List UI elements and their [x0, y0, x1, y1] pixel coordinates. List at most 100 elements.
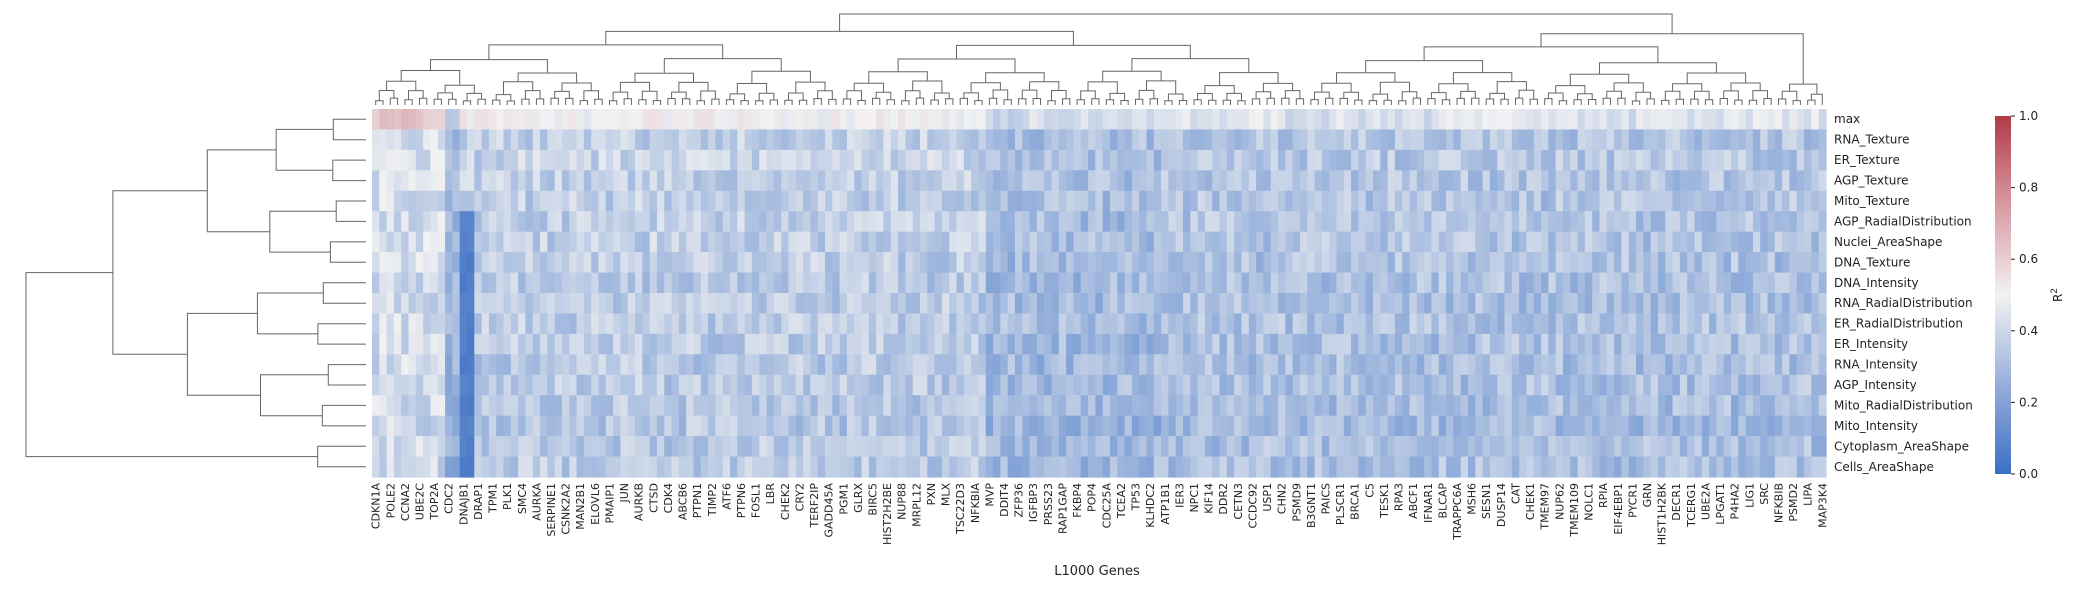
heatmap-cell	[1731, 190, 1739, 212]
heatmap-cell	[635, 456, 643, 478]
heatmap-cell	[671, 170, 680, 192]
column-label: POP4	[1086, 483, 1099, 512]
heatmap-cell	[898, 211, 906, 233]
heatmap-cell	[1511, 354, 1520, 376]
heatmap-cell	[671, 109, 680, 131]
heatmap-cell	[1219, 436, 1228, 458]
heatmap-cell	[1131, 333, 1140, 355]
heatmap-cell	[1402, 129, 1411, 151]
heatmap-cell	[1453, 354, 1462, 376]
heatmap-cell	[1497, 149, 1506, 171]
heatmap-cell	[1438, 333, 1447, 355]
dendrogram-link	[1529, 98, 1538, 105]
heatmap-cell	[496, 456, 505, 478]
heatmap-cell	[693, 252, 702, 274]
heatmap-cell	[1146, 374, 1155, 396]
heatmap-cell	[1679, 272, 1688, 294]
heatmap-cell	[971, 374, 980, 396]
heatmap-cell	[1329, 456, 1338, 478]
heatmap-cell	[1782, 395, 1791, 417]
heatmap-cell	[540, 456, 548, 478]
heatmap-cell	[1292, 211, 1301, 233]
heatmap-cell	[1161, 415, 1170, 437]
heatmap-cell	[854, 129, 863, 151]
heatmap-cell	[1117, 374, 1126, 396]
heatmap-cell	[459, 252, 468, 274]
dendrogram-link	[495, 94, 512, 101]
heatmap-cell	[1804, 415, 1812, 437]
dendrogram-link	[853, 82, 884, 93]
heatmap-cell	[898, 149, 906, 171]
heatmap-cell	[1504, 129, 1513, 151]
heatmap-cell	[1577, 109, 1586, 131]
heatmap-cell	[1080, 170, 1089, 192]
heatmap-cell	[1614, 354, 1623, 376]
heatmap-cell	[664, 313, 673, 335]
heatmap-cell	[1818, 374, 1827, 396]
heatmap-cell	[1088, 456, 1096, 478]
heatmap-cell	[1599, 231, 1608, 253]
heatmap-cell	[1665, 333, 1674, 355]
heatmap-cell	[854, 456, 863, 478]
heatmap-cell	[1504, 231, 1513, 253]
heatmap-cell	[583, 109, 592, 131]
heatmap-cell	[1562, 293, 1571, 315]
heatmap-cell	[437, 149, 446, 171]
heatmap-cell	[949, 436, 958, 458]
heatmap-cell	[1767, 293, 1776, 315]
heatmap-cell	[1482, 231, 1491, 253]
heatmap-cell	[890, 374, 899, 396]
heatmap-cell	[1329, 374, 1338, 396]
heatmap-cell	[1731, 313, 1739, 335]
heatmap-cell	[1541, 415, 1549, 437]
heatmap-cell	[1402, 109, 1411, 131]
heatmap-cell	[978, 129, 987, 151]
heatmap-cell	[817, 190, 826, 212]
heatmap-cell	[1336, 211, 1345, 233]
heatmap-cell	[993, 149, 1001, 171]
heatmap-cell	[1804, 354, 1812, 376]
heatmap-cell	[1102, 231, 1111, 253]
heatmap-cell	[591, 293, 600, 315]
heatmap-cell	[1204, 190, 1213, 212]
heatmap-cell	[1358, 231, 1367, 253]
heatmap-cell	[919, 129, 928, 151]
heatmap-cell	[1796, 109, 1805, 131]
heatmap-cell	[1204, 456, 1213, 478]
heatmap-cell	[773, 293, 782, 315]
heatmap-cell	[1636, 456, 1644, 478]
heatmap-cell	[1197, 211, 1206, 233]
heatmap-cell	[598, 436, 607, 458]
heatmap-cell	[1256, 149, 1264, 171]
heatmap-cell	[1146, 129, 1155, 151]
heatmap-cell	[415, 190, 424, 212]
column-label: DDR2	[1217, 483, 1230, 515]
heatmap-cell	[1438, 272, 1447, 294]
heatmap-cell	[1014, 354, 1023, 376]
heatmap-cell	[1022, 354, 1031, 376]
heatmap-cell	[1124, 190, 1133, 212]
heatmap-cell	[1584, 231, 1593, 253]
heatmap-cell	[1007, 149, 1016, 171]
heatmap-cell	[1343, 395, 1352, 417]
heatmap-cell	[919, 313, 928, 335]
heatmap-cell	[1007, 415, 1016, 437]
heatmap-cell	[876, 333, 885, 355]
heatmap-cell	[1161, 354, 1170, 376]
heatmap-cell	[1358, 313, 1367, 335]
heatmap-cell	[598, 415, 607, 437]
column-label: MLX	[940, 483, 953, 507]
heatmap-cell	[1088, 129, 1096, 151]
heatmap-cell	[598, 293, 607, 315]
heatmap-cell	[1657, 293, 1666, 315]
heatmap-cell	[751, 170, 760, 192]
heatmap-cell	[664, 252, 673, 274]
heatmap-cell	[1380, 272, 1389, 294]
heatmap-cell	[905, 395, 914, 417]
heatmap-cell	[817, 456, 826, 478]
heatmap-cell	[1329, 293, 1338, 315]
heatmap-cell	[1336, 293, 1345, 315]
dendrogram-link	[1204, 85, 1235, 94]
heatmap-cell	[861, 231, 870, 253]
heatmap-cell	[532, 436, 541, 458]
